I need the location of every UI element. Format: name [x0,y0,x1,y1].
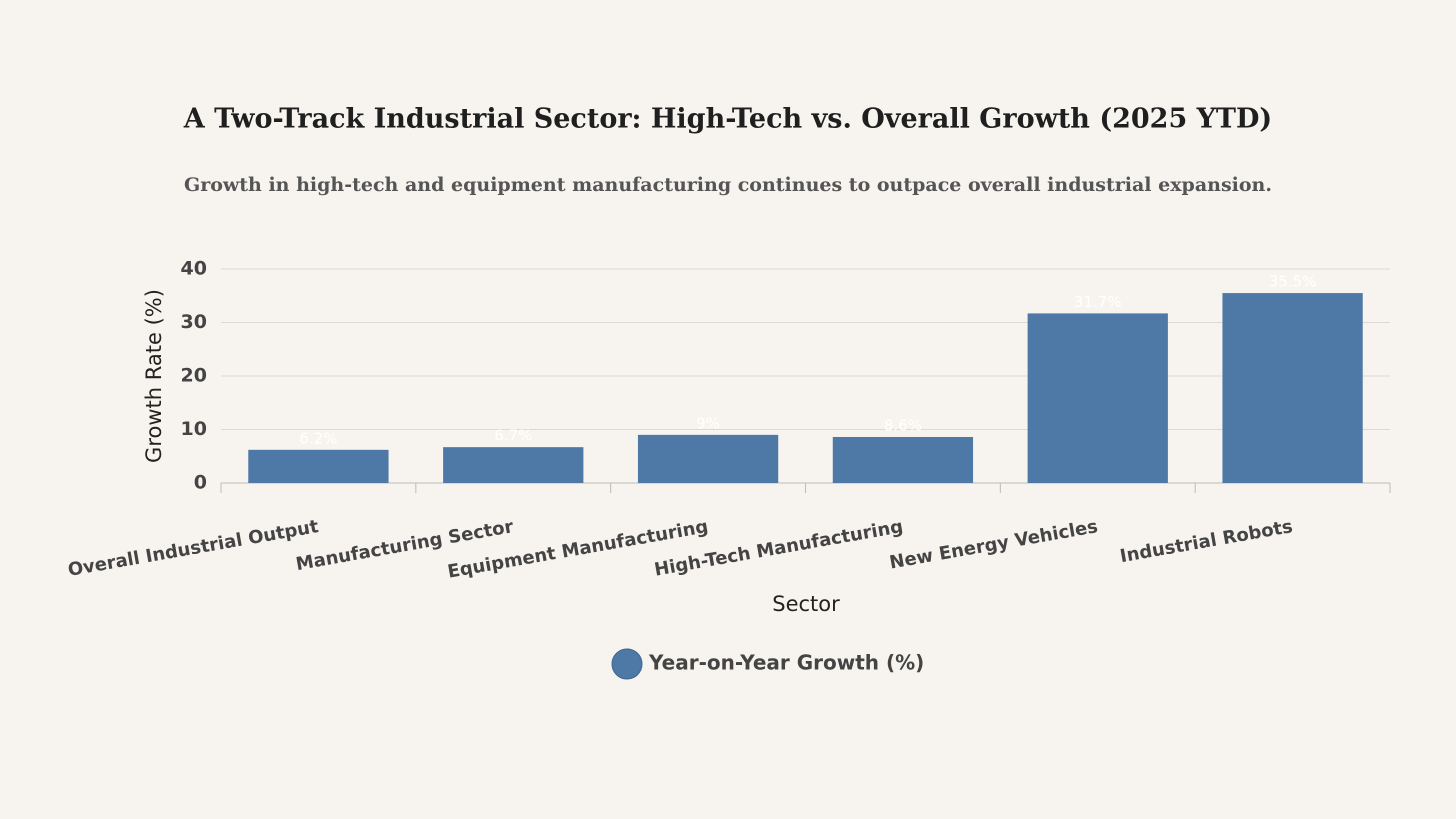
data-label: 9% [696,414,720,432]
data-label: 31.7% [1074,293,1122,311]
data-label: 6.2% [299,429,337,447]
y-tick-label: 0 [194,472,207,494]
y-axis-label: Growth Rate (%) [142,289,166,463]
bar [248,449,389,483]
bar [832,436,974,483]
data-label: 35.5% [1269,273,1317,291]
chart-subtitle: Growth in high-tech and equipment manufa… [184,174,1272,196]
bar [637,434,779,483]
legend-marker [611,648,643,680]
x-axis-label: Sector [772,592,840,616]
legend-label: Year-on-Year Growth (%) [648,651,924,675]
data-label: 6.7% [494,427,532,445]
bar [443,447,584,483]
bar [1222,293,1363,483]
y-tick-label: 40 [181,258,207,280]
bar [1027,313,1168,483]
chart-title: A Two-Track Industrial Sector: High-Tech… [183,104,1272,135]
data-label: 8.6% [884,416,922,434]
y-tick-label: 30 [181,311,207,333]
y-tick-label: 10 [181,418,207,440]
y-tick-label: 20 [181,365,207,387]
